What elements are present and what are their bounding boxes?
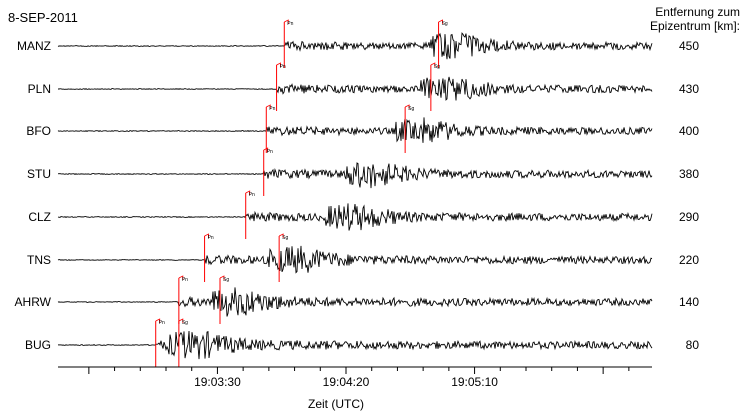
x-tick-label: 19:04:20: [323, 375, 370, 389]
pick-p-clz: Pn: [245, 190, 255, 239]
svg-text:Pn: Pn: [182, 277, 188, 283]
svg-text:Pn: Pn: [159, 320, 165, 326]
trace-manz: [57, 32, 653, 60]
distance-header-line1: Entfernung zum: [655, 5, 740, 19]
station-label: MANZ: [17, 39, 51, 53]
distance-label: 290: [679, 210, 699, 224]
distance-label: 80: [686, 338, 700, 352]
pick-p-tns: Pn: [204, 233, 214, 282]
pick-s-tns: Sg: [278, 233, 288, 282]
distance-label: 380: [679, 167, 699, 181]
pick-p-ahrw: Pn: [178, 275, 188, 324]
trace-ahrw: [57, 287, 653, 317]
x-tick-label: 19:03:30: [194, 375, 241, 389]
distance-header-line2: Epizentrum [km]:: [650, 19, 740, 33]
pick-s-manz: Sg: [438, 19, 448, 68]
trace-pln: [58, 76, 653, 101]
trace-bfo: [57, 117, 653, 143]
svg-text:Pn: Pn: [267, 149, 273, 155]
svg-text:Pn: Pn: [269, 106, 275, 112]
pick-p-bug: Pn: [155, 318, 165, 367]
trace-clz: [57, 203, 653, 231]
chart-title: 8-SEP-2011: [8, 10, 78, 25]
distance-labels-layer: 450 430 400 380 290 220 140 80: [679, 39, 699, 352]
pick-s-pln: Sg: [430, 62, 440, 111]
station-label: CLZ: [28, 210, 51, 224]
pick-p-manz: Pn: [283, 19, 294, 68]
svg-text:Sg: Sg: [442, 21, 448, 27]
svg-text:Sg: Sg: [434, 64, 440, 70]
svg-text:Sg: Sg: [282, 235, 288, 241]
station-label: PLN: [28, 82, 51, 96]
pick-s-bfo: Sg: [404, 104, 414, 153]
x-tick-label: 19:05:10: [451, 375, 498, 389]
distance-label: 450: [679, 39, 699, 53]
svg-text:Sg: Sg: [182, 320, 188, 326]
pick-p-stu: Pn: [263, 147, 273, 196]
trace-tns: [57, 245, 653, 274]
distance-label: 220: [679, 253, 699, 267]
station-labels-layer: MANZ PLN BFO STU CLZ TNS AHRW BUG: [15, 39, 52, 352]
x-axis-ticks: 19:03:30 19:04:20 19:05:10: [88, 367, 630, 389]
x-axis-label: Zeit (UTC): [308, 397, 364, 411]
station-label: STU: [27, 167, 51, 181]
pick-p-pln: Pn: [276, 62, 286, 111]
trace-bug: [57, 330, 653, 360]
svg-text:Pn: Pn: [249, 192, 255, 198]
traces-layer: [57, 32, 653, 360]
svg-text:Pn: Pn: [208, 235, 214, 241]
distance-label: 400: [679, 124, 699, 138]
station-label: BFO: [26, 124, 51, 138]
station-label: BUG: [25, 338, 51, 352]
svg-text:Pn: Pn: [280, 64, 286, 70]
pick-s-bug: Sg: [178, 318, 188, 367]
pick-p-bfo: Pn: [265, 104, 276, 153]
trace-stu: [57, 162, 653, 189]
station-label: TNS: [27, 253, 51, 267]
pick-s-ahrw: Sg: [219, 275, 229, 324]
svg-text:Sg: Sg: [223, 277, 229, 283]
station-label: AHRW: [15, 295, 52, 309]
svg-text:Pn: Pn: [287, 21, 293, 27]
distance-label: 140: [679, 295, 699, 309]
phase-picks-layer: Pn Sg Pn Sg Pn Sg Pn Pn Pn Sg Pn Sg Pn Sg: [155, 19, 448, 367]
distance-label: 430: [679, 82, 699, 96]
svg-text:Sg: Sg: [408, 106, 414, 112]
